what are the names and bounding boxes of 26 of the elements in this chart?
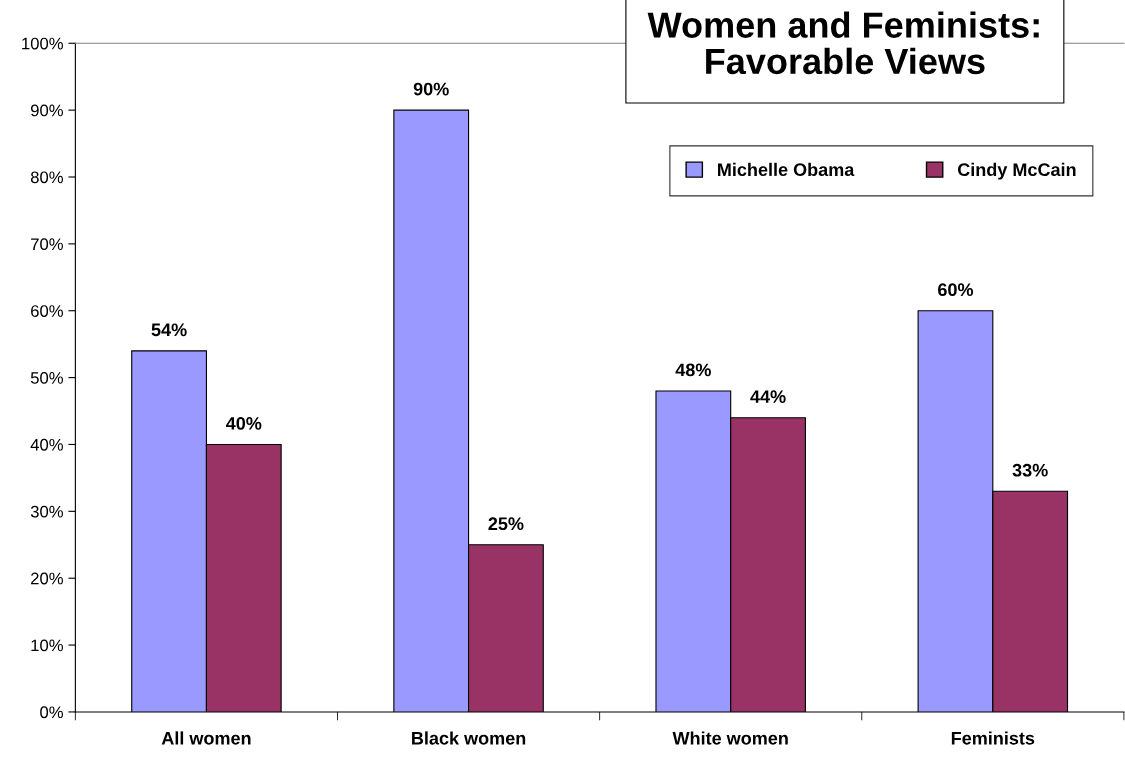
data-label: 44% [750, 390, 786, 404]
y-tick-label: 60% [31, 305, 63, 317]
y-tick-label: 90% [30, 104, 63, 117]
y-tick-label: 100% [22, 37, 63, 50]
x-tick-label: Feminists [951, 731, 1035, 745]
legend-label: Cindy McCain [957, 162, 1076, 180]
y-tick-label: 30% [30, 505, 63, 518]
y-tick-label: 10% [31, 639, 63, 652]
data-label: 48% [675, 363, 711, 377]
y-tick-label: 0% [40, 706, 63, 719]
data-label: 54% [151, 323, 187, 337]
data-label: 40% [226, 417, 262, 430]
y-tick-label: 50% [30, 372, 63, 384]
legend-label: Michelle Obama [718, 162, 855, 177]
x-tick-label: Black women [412, 731, 526, 745]
y-tick-label: 70% [31, 238, 63, 251]
x-tick-label: All women [161, 731, 251, 745]
data-label: 25% [488, 517, 524, 531]
x-tick-label: White women [672, 731, 788, 745]
data-label: 60% [938, 283, 974, 297]
chart-title: Women and Feminists: Favorable Views [647, 11, 1039, 75]
data-label: 33% [1012, 463, 1048, 477]
y-tick-label: 20% [31, 572, 63, 585]
y-tick-label: 40% [30, 438, 63, 451]
data-label: 90% [413, 82, 449, 96]
y-tick-label: 80% [30, 171, 63, 184]
